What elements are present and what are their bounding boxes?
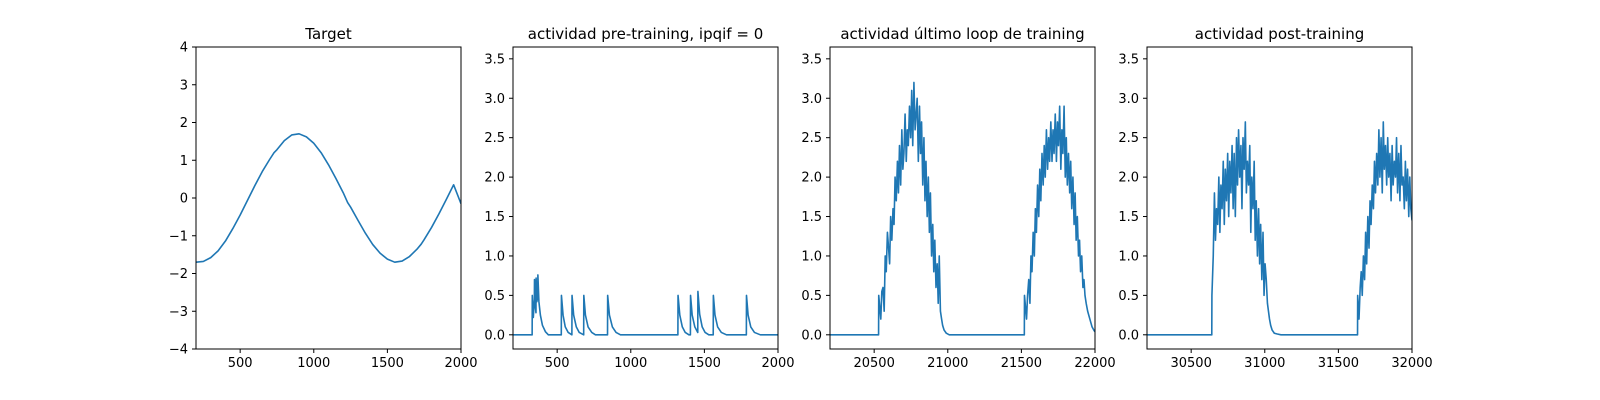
y-tick-label: 1.5	[1118, 210, 1139, 225]
y-tick-label: 0.0	[484, 328, 505, 343]
subplot-title: actividad post-training	[1195, 25, 1364, 43]
series-line-1	[1147, 121, 1412, 336]
x-tick-label: 30500	[1170, 356, 1211, 371]
y-tick-label: 3.5	[484, 52, 505, 67]
x-tick-label: 500	[228, 356, 253, 371]
axes-frame	[1146, 46, 1413, 350]
subplot-title: Target	[304, 25, 352, 43]
x-tick-label: 21000	[927, 356, 968, 371]
x-tick-label: 31500	[1318, 356, 1359, 371]
y-tick-label: 2	[180, 116, 188, 131]
y-tick-label: 1.0	[801, 249, 822, 264]
y-tick-label: 1.5	[484, 210, 505, 225]
y-tick-label: 2.0	[1118, 171, 1139, 186]
axes-frame	[829, 46, 1096, 350]
y-tick-label: 2.5	[484, 131, 505, 146]
x-tick-label: 1500	[688, 356, 721, 371]
subplot-2: 500 1000 1500 2000 0.0 0.5 1.0 1.5 2.0 2.5 3.0 3.5 a…	[484, 25, 794, 371]
y-tick-label: 3.0	[484, 92, 505, 107]
y-tick-label: 3.5	[1118, 52, 1139, 67]
subplot-1: 500 1000 1500 2000 −4 −3 −2 −1 0 1 2 3 4 Target	[169, 25, 478, 371]
x-tick-label: 1000	[614, 356, 647, 371]
series-line-1	[513, 274, 778, 336]
x-tick-label: 31000	[1244, 356, 1285, 371]
y-tick-label: 3	[180, 78, 188, 93]
axes-frame	[512, 46, 779, 350]
y-tick-label: 2.5	[1118, 131, 1139, 146]
x-tick-label: 21500	[1001, 356, 1042, 371]
y-tick-label: 4	[180, 41, 188, 56]
y-tick-label: 1.0	[484, 249, 505, 264]
y-tick-label: 3.5	[801, 52, 822, 67]
y-tick-label: −1	[169, 229, 188, 244]
y-tick-label: 2.0	[484, 171, 505, 186]
x-tick-label: 22000	[1074, 356, 1115, 371]
x-tick-label: 2000	[761, 356, 794, 371]
y-tick-label: 0	[180, 192, 188, 207]
subplot-4: 30500 31000 31500 32000 0.0 0.5 1.0 1.5 2.0 2.5 3.…	[1118, 25, 1432, 371]
y-tick-label: 0.5	[801, 289, 822, 304]
y-tick-label: 2.5	[801, 131, 822, 146]
y-tick-label: 0.5	[484, 289, 505, 304]
x-tick-label: 1500	[371, 356, 404, 371]
y-tick-label: 1.0	[1118, 249, 1139, 264]
x-tick-label: 500	[545, 356, 570, 371]
y-tick-label: 3.0	[801, 92, 822, 107]
series-line-1	[196, 133, 461, 263]
y-tick-label: 0.0	[1118, 328, 1139, 343]
subplot-title: actividad pre-training, ipqif = 0	[528, 25, 764, 43]
subplot-3: 20500 21000 21500 22000 0.0 0.5 1.0 1.5 2.0 2.5 3.…	[801, 25, 1115, 371]
y-tick-label: 0.5	[1118, 289, 1139, 304]
y-tick-label: −4	[169, 343, 188, 358]
y-tick-label: 1.5	[801, 210, 822, 225]
y-tick-label: −3	[169, 305, 188, 320]
x-tick-label: 20500	[853, 356, 894, 371]
series-line-1	[830, 81, 1095, 336]
y-tick-label: 3.0	[1118, 92, 1139, 107]
y-tick-label: −2	[169, 267, 188, 282]
x-tick-label: 2000	[444, 356, 477, 371]
x-tick-label: 1000	[297, 356, 330, 371]
subplot-title: actividad último loop de training	[840, 25, 1084, 43]
y-tick-label: 1	[180, 154, 188, 169]
y-tick-label: 2.0	[801, 171, 822, 186]
x-tick-label: 32000	[1391, 356, 1432, 371]
y-tick-label: 0.0	[801, 328, 822, 343]
